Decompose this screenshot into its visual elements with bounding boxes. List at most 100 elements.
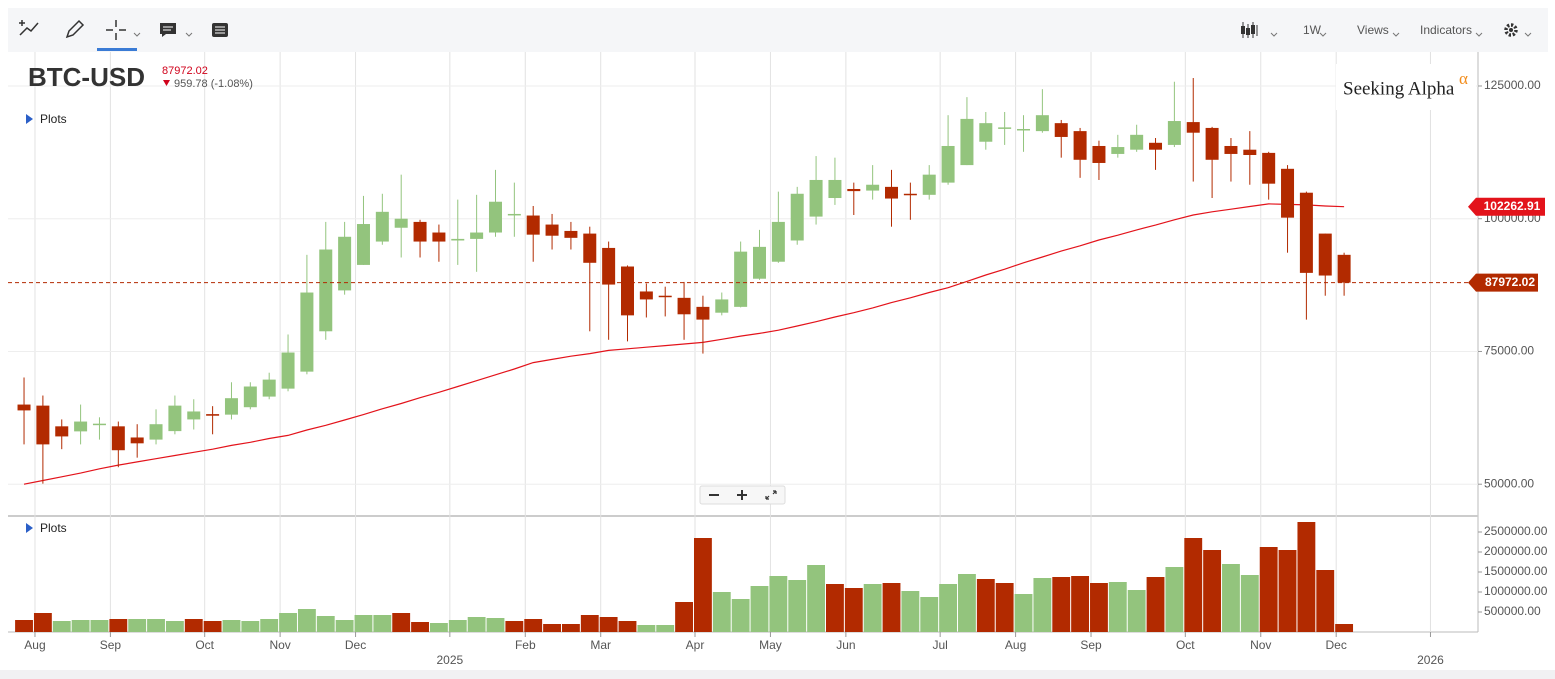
volume-bar	[901, 591, 920, 632]
plots-toggle-icon[interactable]	[26, 114, 33, 124]
settings-button[interactable]	[1504, 23, 1532, 37]
table-tool[interactable]	[212, 23, 228, 37]
x-year-label: 2026	[1417, 653, 1444, 667]
volume-bar	[392, 613, 411, 632]
interval-button[interactable]: 1W	[1303, 23, 1322, 37]
candle-body	[168, 405, 182, 432]
active-tab-indicator	[97, 48, 137, 51]
candle-body	[866, 184, 880, 191]
x-tick-label: Sep	[100, 638, 122, 652]
y-tick-label: 1000000.00	[1484, 584, 1548, 598]
candle-body	[1281, 168, 1295, 218]
volume-bar	[788, 580, 807, 632]
candle-body	[1167, 121, 1181, 145]
candle-body	[1149, 142, 1163, 150]
candle-body	[1299, 192, 1313, 273]
candle-body	[413, 221, 427, 242]
candle-body	[262, 379, 276, 397]
volume-bar	[599, 617, 618, 632]
candle-body	[187, 411, 201, 420]
logo-box	[1336, 64, 1476, 110]
volume-bar	[486, 618, 505, 632]
zoom-in[interactable]	[737, 490, 747, 500]
candle-body	[885, 186, 899, 199]
candle-body	[338, 236, 352, 291]
volume-bar	[1146, 577, 1165, 632]
candle-body	[243, 386, 257, 408]
candle-body	[1205, 127, 1219, 160]
crosshair-tool[interactable]	[106, 20, 141, 40]
x-tick-label: Mar	[590, 638, 611, 652]
last-price-tag-label: 87972.02	[1485, 275, 1535, 289]
candle-body	[74, 421, 88, 432]
candle-body	[1318, 233, 1332, 276]
zoom-controls	[699, 485, 786, 505]
volume-bar	[995, 583, 1014, 632]
candle-body	[545, 224, 559, 236]
volume-bar	[354, 615, 373, 632]
volume-bar	[731, 599, 750, 632]
candle-body	[715, 299, 729, 313]
x-tick-label: Sep	[1080, 638, 1102, 652]
candle-body	[470, 232, 484, 239]
views-button[interactable]: Views	[1357, 23, 1389, 37]
candle-body	[36, 405, 50, 445]
volume-bar	[882, 583, 901, 632]
candle-body	[922, 174, 936, 195]
candle-body	[149, 424, 163, 440]
volume-bar	[863, 584, 882, 632]
y-tick-label: 500000.00	[1484, 604, 1541, 618]
y-tick-label: 125000.00	[1484, 78, 1541, 92]
candle-body	[55, 426, 69, 437]
candle-body	[583, 233, 597, 263]
candle-body	[771, 221, 785, 262]
volume-bar	[712, 592, 731, 632]
draw-tool[interactable]	[65, 19, 85, 39]
indicators-button[interactable]: Indicators	[1420, 23, 1472, 37]
volume-bar	[939, 584, 958, 632]
x-tick-label: Jul	[932, 638, 947, 652]
volume-bar	[1297, 522, 1316, 632]
plots-toggle[interactable]: Plots	[40, 112, 67, 126]
volume-bar	[71, 620, 90, 632]
x-tick-label: Feb	[515, 638, 536, 652]
volume-bar	[1184, 538, 1203, 632]
candle-body	[394, 218, 408, 228]
volume-bar	[1165, 567, 1184, 632]
zoom-reset[interactable]	[765, 490, 777, 500]
chart-type-button[interactable]	[1241, 22, 1278, 38]
down-arrow	[163, 80, 170, 86]
candle-body	[356, 224, 370, 265]
candle-body	[1262, 152, 1276, 184]
candle-body	[998, 127, 1012, 129]
x-tick-label: Aug	[1005, 638, 1026, 652]
candle-body	[319, 249, 333, 332]
candle-body	[488, 201, 502, 233]
volume-bar	[826, 584, 844, 632]
candle-body	[526, 215, 540, 235]
candle-body	[1092, 145, 1106, 163]
candle-body	[734, 251, 748, 307]
candle-body	[620, 266, 634, 316]
volume-bar	[958, 574, 976, 632]
candle-body	[960, 118, 974, 166]
candle-body	[206, 414, 220, 416]
candle-body	[658, 295, 672, 298]
volume-bar	[1127, 590, 1146, 632]
volume-bar	[297, 609, 316, 632]
candle-body	[1017, 128, 1031, 131]
y-tick-label: 50000.00	[1484, 476, 1534, 490]
volume-bar	[184, 619, 203, 632]
line-tool[interactable]	[19, 20, 39, 36]
candle-body	[1073, 131, 1087, 160]
candle-body	[451, 238, 465, 241]
plots-toggle[interactable]: Plots	[40, 521, 67, 535]
plots-toggle-icon[interactable]	[26, 523, 33, 533]
volume-bar	[90, 620, 109, 632]
volume-bar	[1071, 576, 1090, 632]
volume-bar	[524, 619, 543, 632]
comment-tool[interactable]	[160, 23, 193, 37]
volume-bar	[656, 625, 675, 632]
candle-body	[92, 423, 106, 426]
